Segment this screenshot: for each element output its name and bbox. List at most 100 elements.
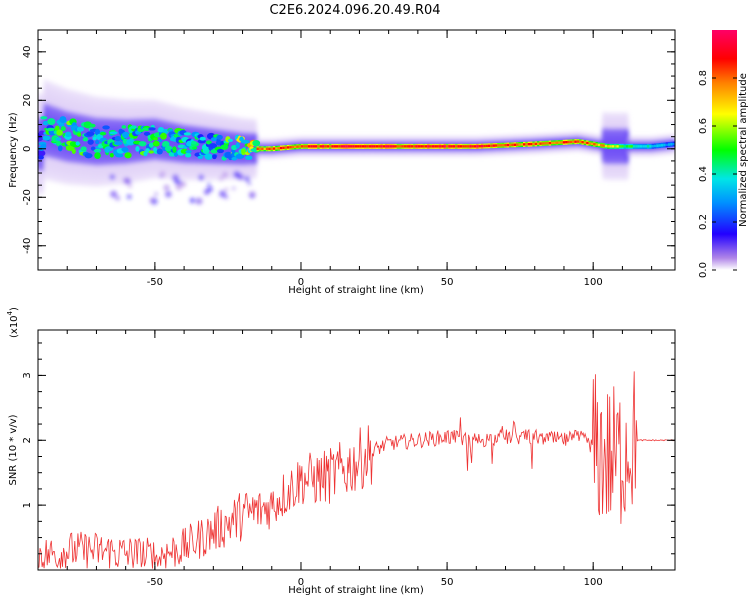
- spectrogram-cell: [604, 144, 608, 148]
- snr-x-tick-label: 0: [298, 577, 304, 588]
- spectrogram-cell: [602, 144, 605, 147]
- spectrogram-cell: [455, 145, 458, 148]
- spectrogram-cell: [408, 145, 411, 148]
- snr-panel: -50 0 50 100 1 2 3 Height of straight line (k…: [6, 307, 676, 596]
- spectrogram-cell: [336, 145, 339, 148]
- snr-y-tick-label: 2: [22, 437, 33, 443]
- spectrogram-cell: [40, 143, 47, 149]
- spectrogram-cell: [434, 145, 437, 148]
- spectrogram-cell: [277, 147, 280, 150]
- spectrogram-cell: [560, 141, 563, 144]
- spectrogram-marks: [38, 78, 675, 205]
- spectrogram-cell: [551, 141, 554, 145]
- spectrogram-cell: [109, 131, 118, 135]
- spectrogram-cell: [71, 148, 76, 154]
- spectrogram-cell: [176, 179, 182, 185]
- spectrogram-cell: [473, 145, 477, 148]
- spectrogram-cell: [247, 181, 251, 185]
- spectrogram-cell: [471, 145, 474, 148]
- spectrogram-cell: [175, 183, 183, 191]
- spectrogram-y-label: Frequency (Hz): [8, 112, 19, 188]
- snr-y-tick-label: 1: [22, 502, 33, 508]
- spectrogram-cell: [87, 139, 94, 145]
- spectrogram-panel: -50 0 50 100 -40 -20 0 20 40 Height of straight…: [8, 29, 749, 296]
- spectrogram-cell: [525, 143, 528, 146]
- spectrogram-cell: [55, 137, 62, 141]
- spectrogram-cell: [135, 145, 140, 152]
- spectrogram-cell: [523, 143, 526, 146]
- spectrogram-cell: [289, 146, 292, 149]
- spectrogram-cell: [406, 145, 409, 148]
- spectrogram-cell: [272, 147, 276, 150]
- spectrogram-cell: [164, 145, 173, 152]
- spectrogram-cell: [436, 145, 439, 148]
- snr-scale-label: (x104): [6, 307, 20, 338]
- spectrogram-cell: [65, 131, 72, 138]
- spectrogram-cell: [174, 181, 178, 185]
- spectrogram-cell: [165, 191, 172, 198]
- spectrogram-cell: [261, 147, 264, 150]
- spectrogram-cell: [127, 184, 133, 189]
- spectrogram-cell: [94, 128, 101, 136]
- spectrogram-cell: [378, 145, 381, 148]
- spectrogram-cell: [38, 150, 46, 157]
- spectrogram-cell: [324, 145, 327, 148]
- spectrogram-cell: [438, 145, 442, 148]
- spectrogram-cell: [205, 140, 212, 145]
- spectrogram-cell: [265, 147, 269, 150]
- spectrogram-cell: [282, 146, 285, 150]
- spectrogram-cell: [224, 195, 228, 199]
- spectrogram-cell: [382, 145, 386, 148]
- spectrogram-cell: [298, 145, 302, 148]
- spectrogram-cell: [192, 146, 198, 150]
- spectrogram-x-axis: -50 0 50 100: [37, 30, 653, 288]
- spectrogram-cell: [506, 143, 510, 147]
- spectrogram-cell: [126, 138, 136, 146]
- spectrogram-cell: [385, 145, 388, 148]
- spectrogram-cell: [195, 197, 203, 205]
- spectrogram-cell: [291, 145, 294, 149]
- spectrogram-cell: [588, 142, 591, 145]
- spectrogram-cell: [511, 143, 514, 147]
- spectrogram-cell: [279, 146, 283, 150]
- spectrogram-cell: [541, 142, 545, 145]
- svg-text:(x104): (x104): [6, 307, 20, 338]
- spectrogram-cell: [399, 145, 402, 148]
- spectrogram-cell: [618, 145, 622, 148]
- spectrogram-cell: [513, 143, 517, 146]
- spectrogram-y-tick-label: -20: [22, 189, 33, 205]
- snr-x-axis: -50 0 50 100: [37, 330, 653, 588]
- spectrogram-cell: [371, 145, 374, 148]
- spectrogram-cell: [611, 145, 615, 148]
- spectrogram-cell: [427, 145, 430, 148]
- spectrogram-cell: [263, 147, 266, 150]
- spectrogram-cell: [366, 145, 369, 148]
- spectrogram-cell: [417, 145, 421, 148]
- spectrogram-cell: [368, 145, 372, 148]
- spectrogram-cell: [607, 145, 610, 148]
- spectrogram-cell: [576, 140, 580, 143]
- spectrogram-cell: [357, 145, 360, 148]
- spectrogram-cell: [389, 145, 393, 148]
- spectrogram-cell: [216, 134, 223, 140]
- spectrogram-cell: [171, 174, 179, 182]
- snr-x-tick-label: 50: [441, 577, 454, 588]
- spectrogram-cell: [644, 145, 647, 148]
- colorbar-tick-label: 0.8: [698, 70, 709, 86]
- spectrogram-cell: [92, 136, 97, 141]
- spectrogram-x-tick-label: 100: [584, 277, 603, 288]
- colorbar-tick-label: 0.2: [698, 214, 709, 230]
- spectrogram-cell: [534, 142, 538, 146]
- spectrogram-cell: [670, 143, 673, 146]
- spectrogram-cell: [82, 137, 89, 142]
- spectrogram-cell: [153, 137, 158, 141]
- spectrogram-cell: [114, 141, 123, 146]
- spectrogram-cell: [156, 148, 163, 155]
- spectrogram-cell: [504, 143, 507, 147]
- snr-y-tick-label: 3: [22, 372, 33, 378]
- spectrogram-core: [38, 116, 675, 161]
- spectrogram-cell: [375, 145, 379, 148]
- spectrogram-cell: [380, 145, 383, 148]
- spectrogram-cell: [148, 142, 154, 148]
- spectrogram-cell: [56, 140, 62, 147]
